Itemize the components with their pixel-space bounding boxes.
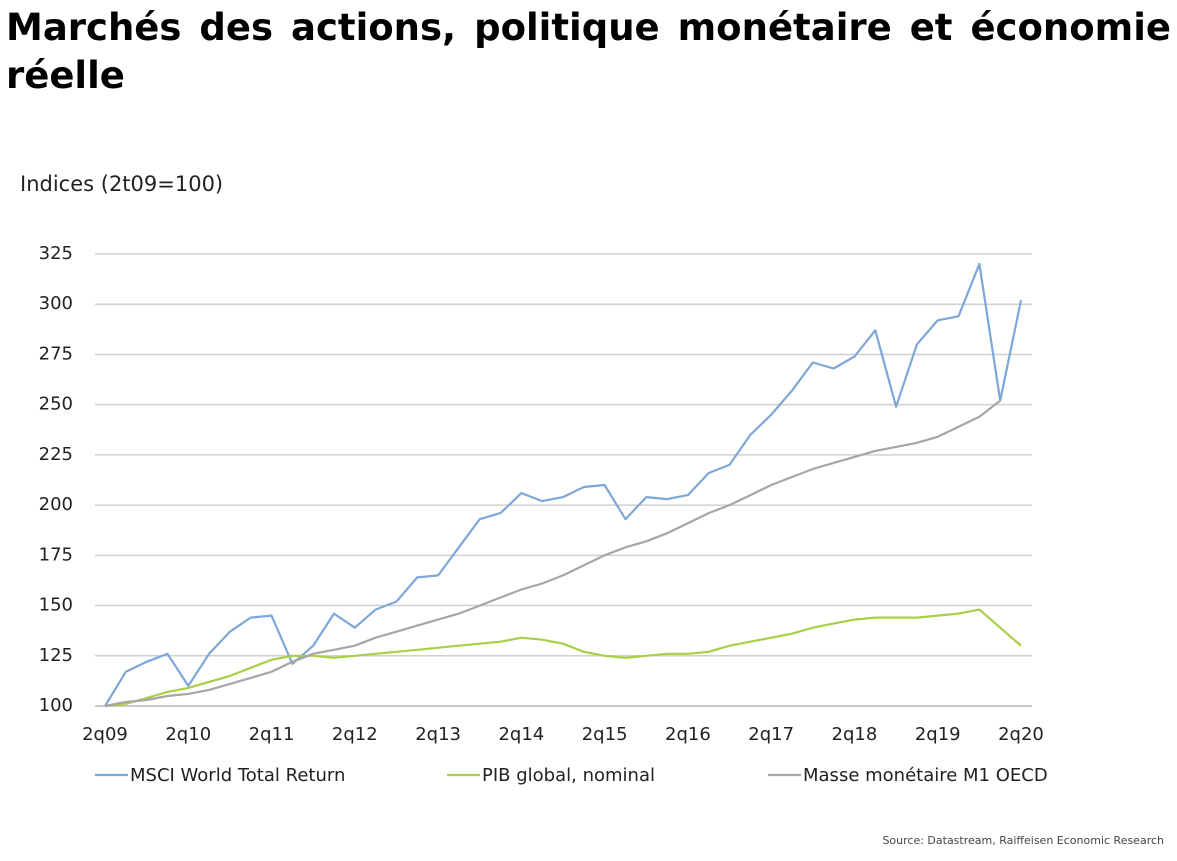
x-tick-label: 2q15 xyxy=(582,724,628,745)
y-tick-label: 250 xyxy=(39,394,73,415)
series-line xyxy=(104,262,1023,707)
legend-label: Masse monétaire M1 OECD xyxy=(803,765,1048,786)
y-tick-label: 300 xyxy=(39,293,73,314)
source: Source: Datastream, Raiffeisen Economic … xyxy=(882,834,1164,847)
y-tick-label: 100 xyxy=(39,695,73,716)
x-tick-label: 2q16 xyxy=(665,724,711,745)
y-tick-label: 225 xyxy=(39,444,73,465)
y-tick-label: 125 xyxy=(39,645,73,666)
y-tick-label: 275 xyxy=(39,343,73,364)
legend-label: PIB global, nominal xyxy=(482,765,655,786)
x-tick-label: 2q18 xyxy=(832,724,878,745)
series-line xyxy=(104,399,1001,708)
x-tick-label: 2q20 xyxy=(998,724,1044,745)
y-axis-label: Indices (2t09=100) xyxy=(20,172,223,196)
legend-label: MSCI World Total Return xyxy=(130,765,345,786)
x-tick-label: 2q10 xyxy=(165,724,211,745)
x-tick-label: 2q09 xyxy=(82,724,128,745)
x-tick-label: 2q12 xyxy=(332,724,378,745)
x-tick-label: 2q13 xyxy=(415,724,461,745)
chart-title: Marchés des actions, politique monétaire… xyxy=(6,6,1171,97)
x-tick-label: 2q17 xyxy=(748,724,794,745)
series-line xyxy=(104,608,1022,708)
y-tick-label: 325 xyxy=(39,243,73,264)
x-tick-label: 2q19 xyxy=(915,724,961,745)
x-tick-label: 2q11 xyxy=(249,724,295,745)
x-tick-label: 2q14 xyxy=(498,724,544,745)
y-tick-label: 200 xyxy=(39,494,73,515)
y-tick-label: 150 xyxy=(39,595,73,616)
y-tick-label: 175 xyxy=(39,544,73,565)
